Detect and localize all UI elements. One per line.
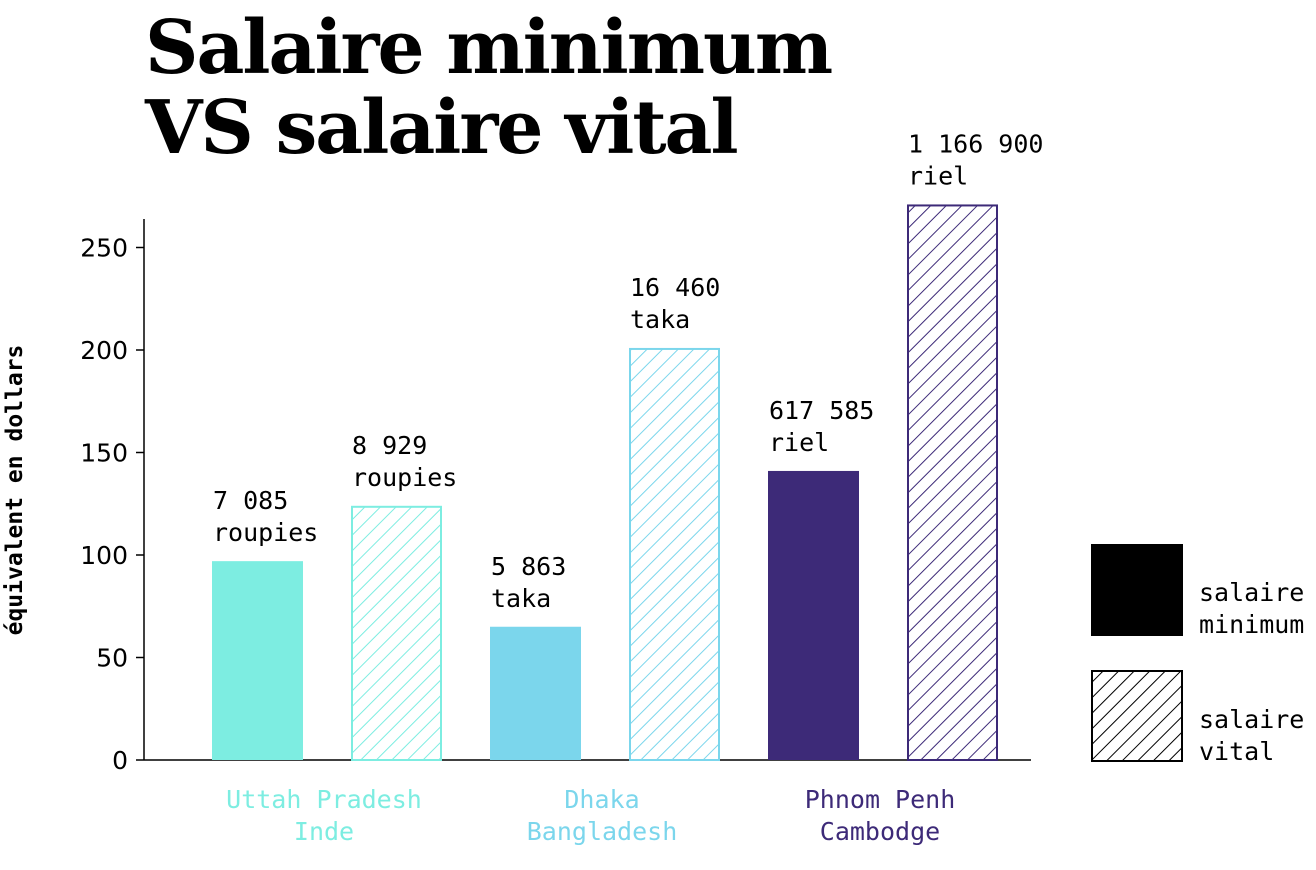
category-label-city: Uttah Pradesh <box>226 785 422 814</box>
bar-minimum <box>490 626 581 760</box>
y-tick-label: 100 <box>80 541 128 570</box>
legend-label-minimum-line2: minimum <box>1199 610 1304 639</box>
bar-label-vital-amount: 1 166 900 <box>908 129 1043 158</box>
category-label-city: Phnom Penh <box>805 785 956 814</box>
category-label-country: Inde <box>294 817 354 846</box>
chart-title-line1: Salaire minimum <box>145 5 833 91</box>
x-axis-labels: Uttah Pradesh Inde Dhaka Bangladesh Phnom Pe… <box>226 785 955 846</box>
bar-minimum <box>212 561 303 760</box>
y-tick-label: 50 <box>96 644 128 673</box>
bar-minimum <box>768 470 859 760</box>
bar-label-minimum-amount: 5 863 <box>491 552 566 581</box>
bar-vital <box>907 204 998 761</box>
bars <box>212 204 998 761</box>
chart-title-line2: VS salaire vital <box>145 85 739 171</box>
legend-label-vital-line1: salaire <box>1199 705 1304 734</box>
bar-label-vital-amount: 16 460 <box>630 273 720 302</box>
bar-label-vital-currency: roupies <box>352 463 457 492</box>
category-label-city: Dhaka <box>564 785 639 814</box>
bar-label-vital-currency: taka <box>630 305 690 334</box>
legend-swatch-solid <box>1091 544 1183 636</box>
chart-title: Salaire minimum VS salaire vital <box>145 5 833 171</box>
legend-label-minimum-line1: salaire <box>1199 578 1304 607</box>
bar-label-minimum-currency: roupies <box>213 518 318 547</box>
bar-label-minimum-amount: 617 585 <box>769 396 874 425</box>
bar-label-vital-amount: 8 929 <box>352 431 427 460</box>
bar-vital <box>629 347 720 761</box>
legend-swatch-hatched <box>1091 670 1183 762</box>
y-tick-label: 150 <box>80 439 128 468</box>
bar-label-minimum-currency: taka <box>491 584 551 613</box>
category-label-country: Cambodge <box>820 817 940 846</box>
bar-label-minimum-amount: 7 085 <box>213 486 288 515</box>
category-label-country: Bangladesh <box>527 817 678 846</box>
y-tick-label: 0 <box>112 746 128 775</box>
y-tick-label: 200 <box>80 336 128 365</box>
y-tick-label: 250 <box>80 234 128 263</box>
bar-label-vital-currency: riel <box>908 161 968 190</box>
bar-value-labels: 7 085 roupies 8 929 roupies 5 863 taka 16 460 t… <box>213 129 1043 612</box>
y-axis-title: équivalent en dollars <box>2 345 28 636</box>
legend: salaire minimum salaire vital <box>1091 544 1304 766</box>
legend-label-vital-line2: vital <box>1199 737 1274 766</box>
bar-label-minimum-currency: riel <box>769 428 829 457</box>
bar-vital <box>351 505 442 761</box>
y-axis: 0 50 100 150 200 250 équivalent en dollars <box>2 219 1031 775</box>
